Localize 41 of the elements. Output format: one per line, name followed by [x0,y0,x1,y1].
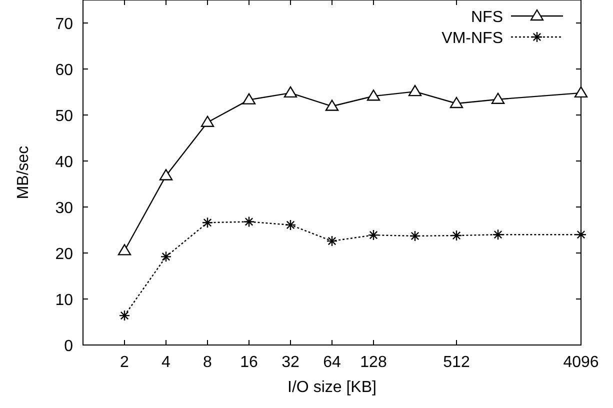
y-tick-label: 0 [64,338,74,355]
y-tick-label: 50 [55,108,74,125]
y-tick-label: 40 [55,154,74,171]
x-tick-label: 64 [323,354,341,371]
legend-label: NFS [471,9,503,26]
y-tick-label: 70 [55,16,74,33]
point [450,230,462,242]
x-tick-label: 512 [443,354,470,371]
point [159,169,173,180]
point [243,216,255,228]
point [325,100,339,111]
x-tick-label: 4 [162,354,171,371]
point [118,244,132,256]
y-tick-label: 20 [55,246,74,263]
y-axis-title: MB/sec [15,146,32,200]
y-tick-label: 60 [55,62,74,79]
point [409,230,421,242]
point [450,96,464,108]
x-tick-label: 32 [282,354,300,371]
point [492,229,504,240]
point [284,86,298,98]
y-tick-label: 10 [55,292,74,309]
point [408,84,422,96]
x-tick-label: 128 [360,354,387,371]
legend-label: VM-NFS [442,30,503,47]
x-tick-label: 2 [120,354,130,371]
point [200,116,214,127]
point [118,310,130,322]
x-tick-label: 16 [240,354,258,371]
point [491,92,505,104]
y-tick-label: 30 [55,200,74,217]
point [242,93,256,104]
point [160,251,172,262]
point [366,90,380,101]
x-tick-label: 8 [203,354,212,371]
x-tick-label: 4096 [563,354,599,371]
point [202,217,214,228]
point [326,235,338,247]
point [368,229,380,241]
point [284,219,296,231]
x-axis-title: I/O size [KB] [288,379,376,396]
